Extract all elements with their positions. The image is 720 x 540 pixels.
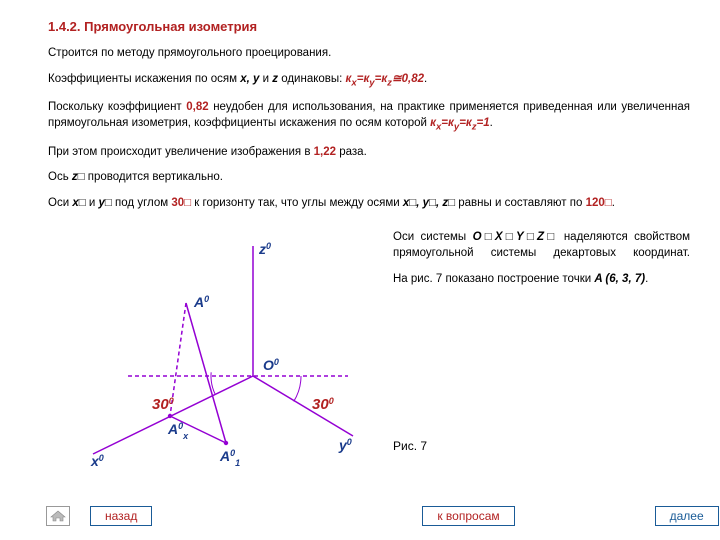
svg-text:A0: A0 <box>193 294 209 310</box>
para-5: Ось z□ проводится вертикально. <box>48 169 690 186</box>
svg-text:O0: O0 <box>263 357 279 373</box>
para-right-1: Оси системы O□X□Y□Z□ наделяются свойство… <box>393 229 690 262</box>
figure-caption: Рис. 7 <box>393 438 690 455</box>
svg-text:z0: z0 <box>258 241 271 257</box>
back-button[interactable]: назад <box>90 506 152 526</box>
para-3: Поскольку коэффициент 0,82 неудобен для … <box>48 99 690 135</box>
questions-button[interactable]: к вопросам <box>422 506 514 526</box>
para-6: Оси x□ и y□ под углом 30□ к горизонту та… <box>48 195 690 212</box>
figure-7: z0x0y0O0A0A0xA01300300 <box>48 221 378 481</box>
para-2: Коэффициенты искажения по осям x, y и z … <box>48 71 690 90</box>
section-heading: 1.4.2. Прямоугольная изометрия <box>48 18 690 37</box>
para-1: Строится по методу прямоугольного проеци… <box>48 45 690 62</box>
para-right-2: На рис. 7 показано построение точки A (6… <box>393 271 690 288</box>
svg-text:y0: y0 <box>338 437 352 453</box>
next-button[interactable]: далее <box>655 506 719 526</box>
svg-text:A01: A01 <box>219 448 240 468</box>
svg-text:x0: x0 <box>90 453 104 469</box>
home-icon[interactable] <box>46 506 70 526</box>
para-4: При этом происходит увеличение изображен… <box>48 144 690 161</box>
nav-bar: назад к вопросам далее <box>0 506 720 526</box>
svg-text:300: 300 <box>312 396 334 413</box>
